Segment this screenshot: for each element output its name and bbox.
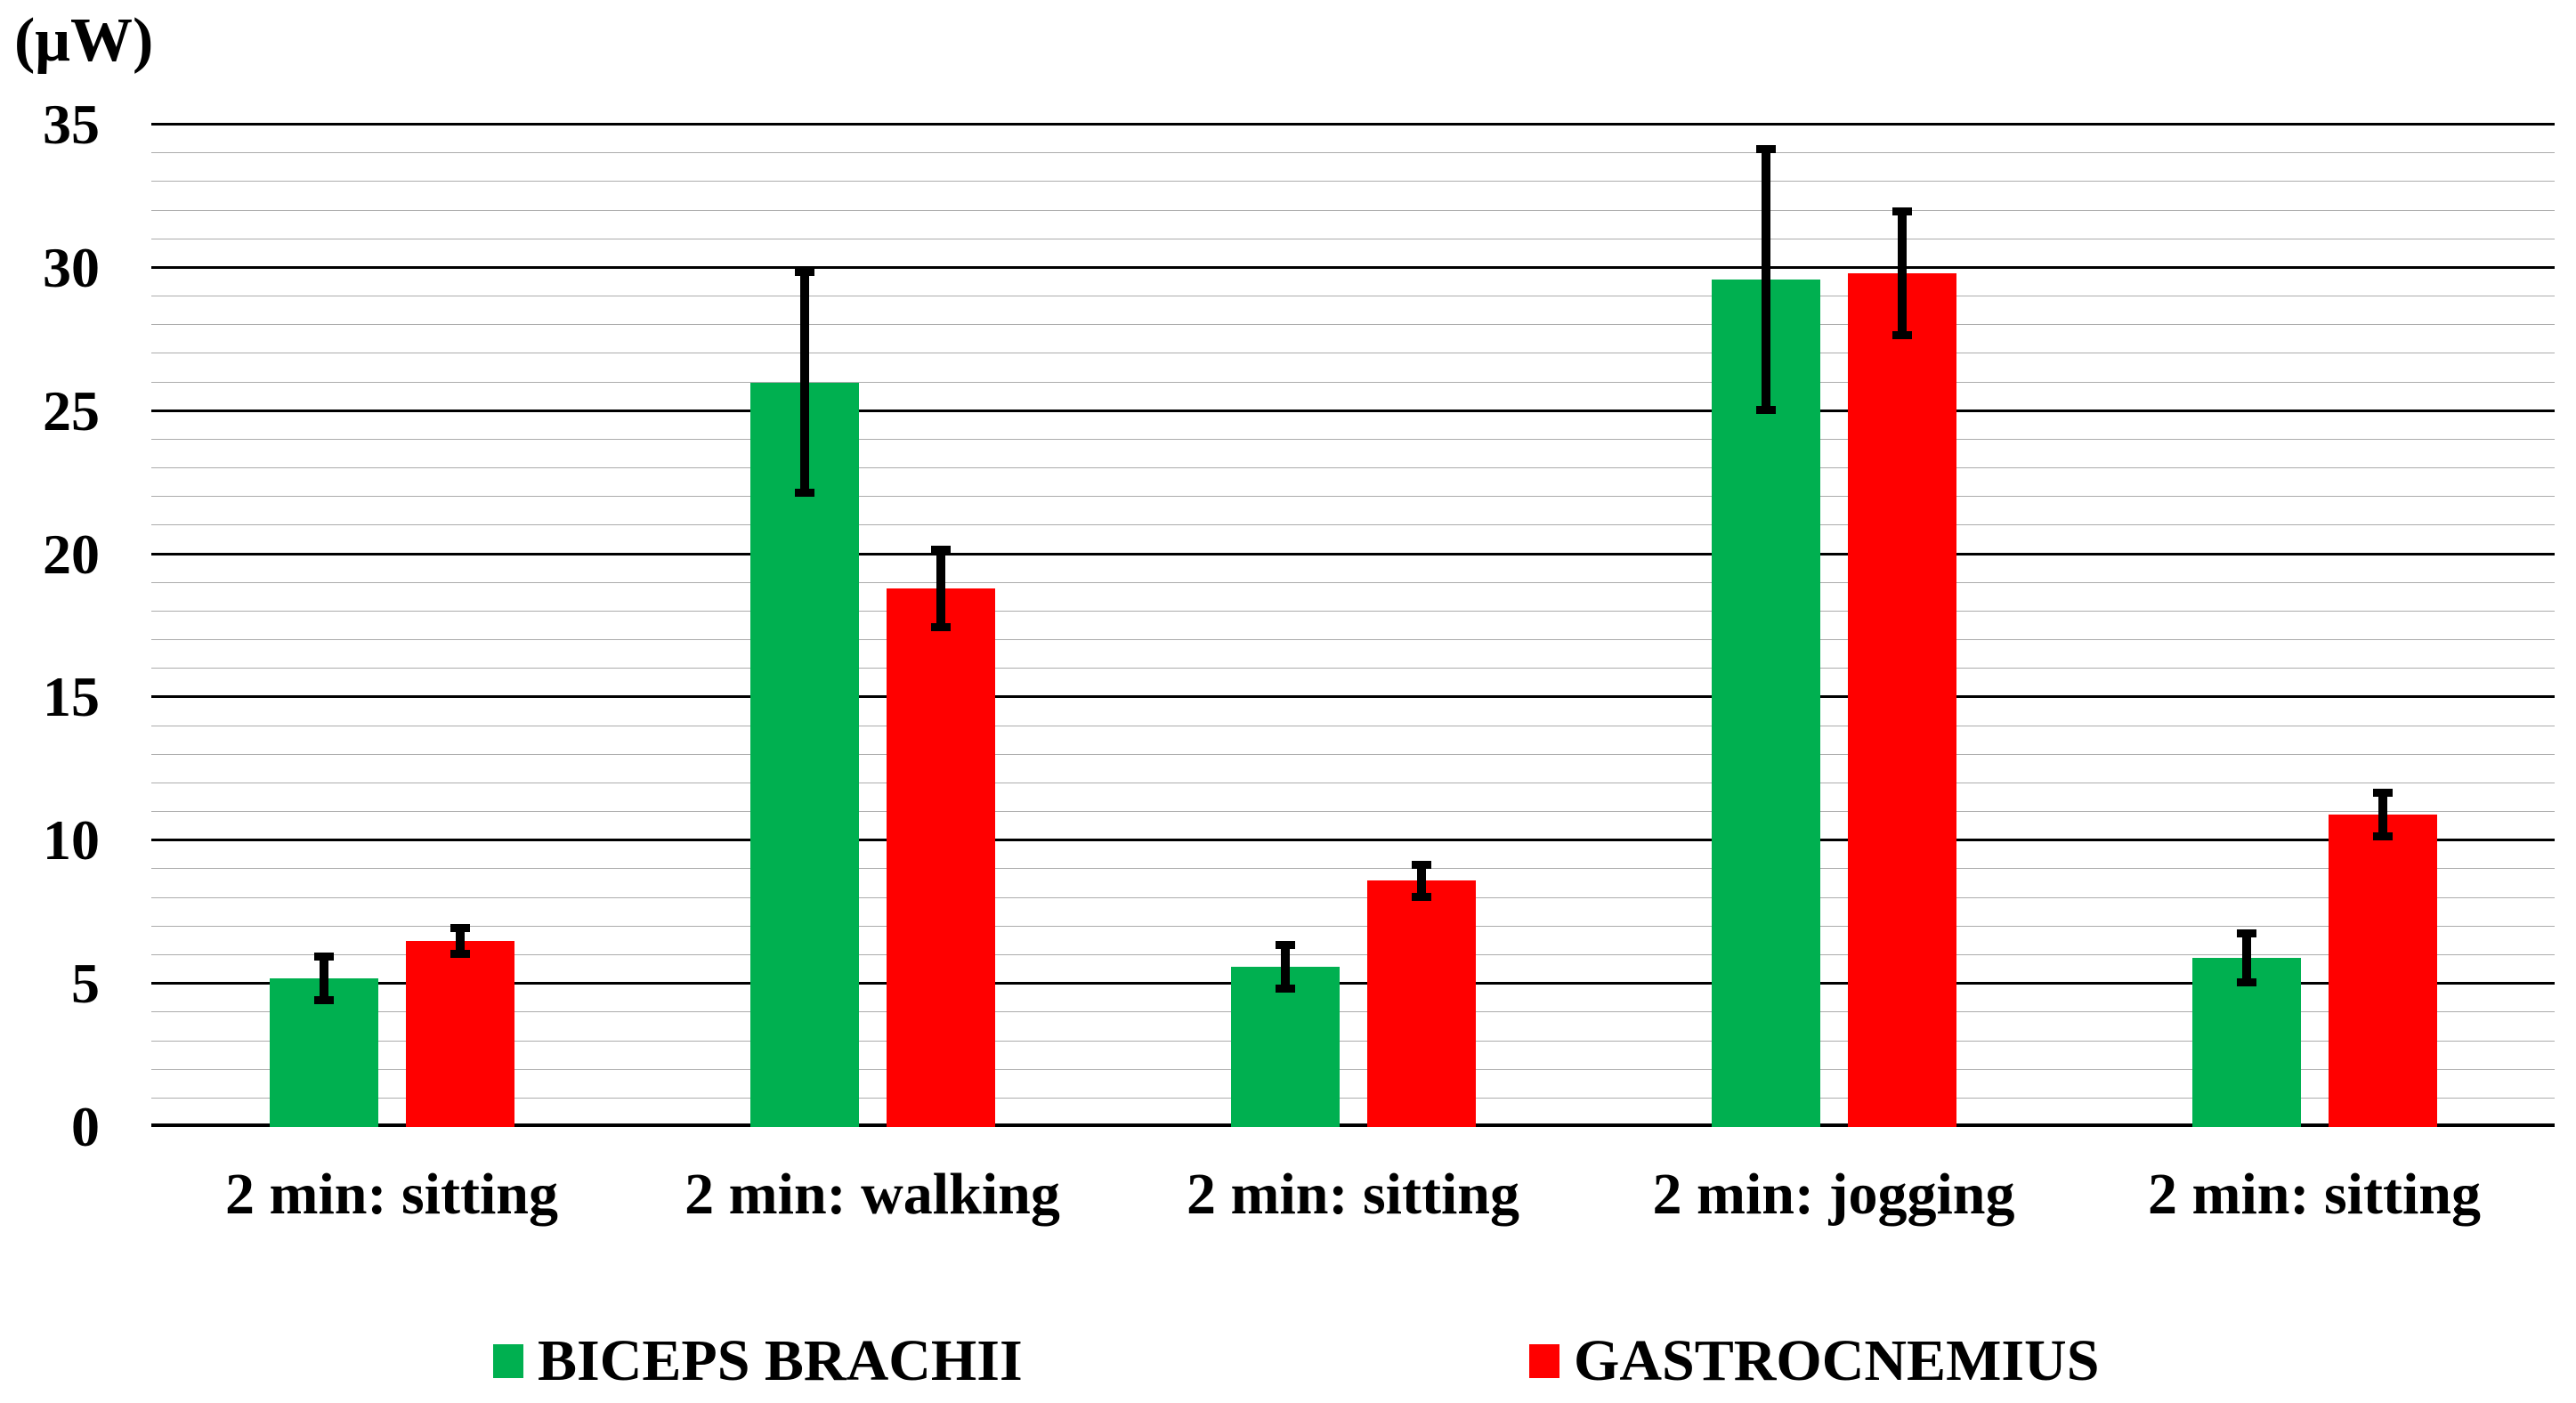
- gridline-minor: [151, 668, 2555, 669]
- gridline-minor: [151, 438, 2555, 440]
- x-category-label-4: 2 min: jogging: [1652, 1162, 2015, 1227]
- x-category-label-2: 2 min: walking: [685, 1162, 1060, 1227]
- bar-gastrocnemius-group-2: [886, 588, 995, 1127]
- gridline-minor: [151, 868, 2555, 870]
- legend-swatch-biceps-brachii: [493, 1344, 523, 1378]
- gridline-minor: [151, 753, 2555, 755]
- bar-biceps-brachii-group-2: [749, 382, 859, 1127]
- gridline-minor: [151, 925, 2555, 927]
- gridline-minor: [151, 152, 2555, 154]
- y-tick-label-5: 5: [71, 952, 100, 1016]
- y-tick-label-20: 20: [43, 522, 100, 586]
- legend-label-gastrocnemius: GASTROCNEMIUS: [1574, 1328, 2100, 1393]
- error-bar: [2236, 929, 2256, 987]
- gridline-major: [151, 552, 2555, 556]
- gridline-minor: [151, 581, 2555, 583]
- error-bar: [1891, 207, 1912, 340]
- plot-area: [151, 123, 2555, 1127]
- gridline-minor: [151, 496, 2555, 498]
- error-bar-line: [1897, 207, 1907, 340]
- legend-item-gastrocnemius: GASTROCNEMIUS: [1529, 1328, 2099, 1393]
- y-tick-label-30: 30: [43, 235, 100, 299]
- error-bar-line: [1761, 144, 1770, 414]
- legend-swatch-gastrocnemius: [1529, 1344, 1559, 1378]
- error-bar: [1275, 940, 1295, 993]
- error-bar-line: [1416, 860, 1426, 901]
- error-bar: [313, 952, 334, 1004]
- gridline-major: [151, 695, 2555, 699]
- gridline-minor: [151, 381, 2555, 383]
- gridline-minor: [151, 209, 2555, 211]
- bar-gastrocnemius-group-3: [1366, 880, 1476, 1127]
- y-axis-unit-label: (μW): [14, 6, 154, 75]
- error-bar-line: [1280, 940, 1290, 993]
- error-bar-line: [936, 545, 945, 632]
- gridline-minor: [151, 639, 2555, 641]
- bar-gastrocnemius-group-1: [405, 940, 514, 1127]
- bar-biceps-brachii-group-4: [1711, 279, 1820, 1127]
- bar-gastrocnemius-group-4: [1847, 273, 1956, 1127]
- gridline-major: [151, 839, 2555, 842]
- error-bar-line: [319, 952, 328, 1004]
- y-tick-label-0: 0: [71, 1095, 100, 1158]
- gridline-major: [151, 123, 2555, 126]
- legend-item-biceps-brachii: BICEPS BRACHII: [493, 1328, 1023, 1393]
- error-bar-line: [2241, 929, 2251, 987]
- error-bar: [794, 267, 814, 498]
- x-category-label-1: 2 min: sitting: [224, 1162, 559, 1227]
- x-category-label-3: 2 min: sitting: [1186, 1162, 1520, 1227]
- y-tick-label-10: 10: [43, 808, 100, 872]
- bar-gastrocnemius-group-5: [2328, 815, 2437, 1127]
- x-category-label-5: 2 min: sitting: [2147, 1162, 2482, 1227]
- gridline-minor: [151, 811, 2555, 813]
- gridline-major: [151, 265, 2555, 269]
- gridline-minor: [151, 324, 2555, 326]
- gridline-minor: [151, 467, 2555, 469]
- error-bar: [2372, 789, 2393, 841]
- error-bar-line: [455, 923, 465, 959]
- gridline-major: [151, 409, 2555, 412]
- y-tick-label-15: 15: [43, 665, 100, 729]
- gridline-minor: [151, 610, 2555, 612]
- y-tick-label-35: 35: [43, 93, 100, 156]
- legend-label-biceps-brachii: BICEPS BRACHII: [538, 1328, 1023, 1393]
- error-bar-line: [2378, 789, 2387, 841]
- gridline-minor: [151, 181, 2555, 182]
- error-bar: [450, 923, 470, 959]
- error-bar: [930, 545, 951, 632]
- error-bar: [1411, 860, 1431, 901]
- bar-biceps-brachii-group-3: [1230, 966, 1340, 1127]
- error-bar: [1755, 144, 1776, 414]
- gridline-minor: [151, 896, 2555, 898]
- y-tick-label-25: 25: [43, 378, 100, 442]
- gridline-minor: [151, 524, 2555, 526]
- error-bar-line: [799, 267, 809, 498]
